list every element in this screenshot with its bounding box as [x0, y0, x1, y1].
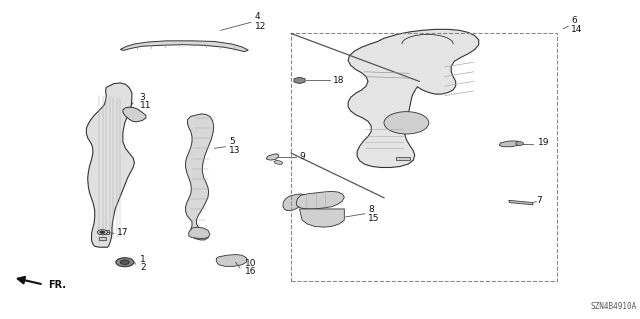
Polygon shape	[104, 230, 109, 234]
Polygon shape	[274, 160, 283, 164]
Text: 14: 14	[571, 25, 582, 34]
Text: 15: 15	[368, 214, 380, 223]
Polygon shape	[120, 41, 248, 52]
Polygon shape	[266, 154, 278, 160]
Circle shape	[384, 112, 429, 134]
Text: 18: 18	[333, 76, 344, 85]
Polygon shape	[348, 29, 479, 167]
Circle shape	[100, 231, 105, 234]
Circle shape	[97, 230, 108, 235]
Bar	[291, 33, 557, 281]
Text: FR.: FR.	[48, 279, 66, 290]
Text: 11: 11	[140, 101, 151, 110]
Text: 6: 6	[571, 16, 577, 25]
Polygon shape	[499, 141, 520, 147]
Text: 9: 9	[300, 152, 305, 161]
Polygon shape	[216, 255, 246, 266]
Polygon shape	[283, 194, 306, 211]
Text: 8: 8	[368, 205, 374, 214]
Text: 1: 1	[140, 255, 146, 263]
Text: 16: 16	[244, 267, 256, 276]
Text: 19: 19	[538, 138, 549, 147]
Text: 3: 3	[140, 93, 145, 102]
Text: 4: 4	[255, 12, 260, 21]
Polygon shape	[296, 191, 344, 209]
Text: 10: 10	[244, 259, 256, 268]
Polygon shape	[99, 237, 106, 240]
Text: 7: 7	[536, 196, 542, 205]
Text: 2: 2	[140, 263, 146, 272]
Text: SZN4B4910A: SZN4B4910A	[591, 302, 637, 311]
Circle shape	[516, 142, 524, 145]
Polygon shape	[396, 157, 410, 160]
Polygon shape	[186, 114, 214, 240]
Text: 5: 5	[229, 137, 235, 146]
Polygon shape	[123, 107, 146, 122]
Circle shape	[116, 258, 134, 267]
Polygon shape	[509, 200, 533, 205]
Text: 13: 13	[229, 146, 241, 155]
Text: 12: 12	[255, 22, 266, 31]
Text: 17: 17	[117, 228, 129, 237]
Polygon shape	[189, 227, 210, 239]
Polygon shape	[300, 209, 344, 227]
Circle shape	[120, 260, 129, 264]
Polygon shape	[294, 77, 305, 84]
Polygon shape	[86, 83, 134, 247]
